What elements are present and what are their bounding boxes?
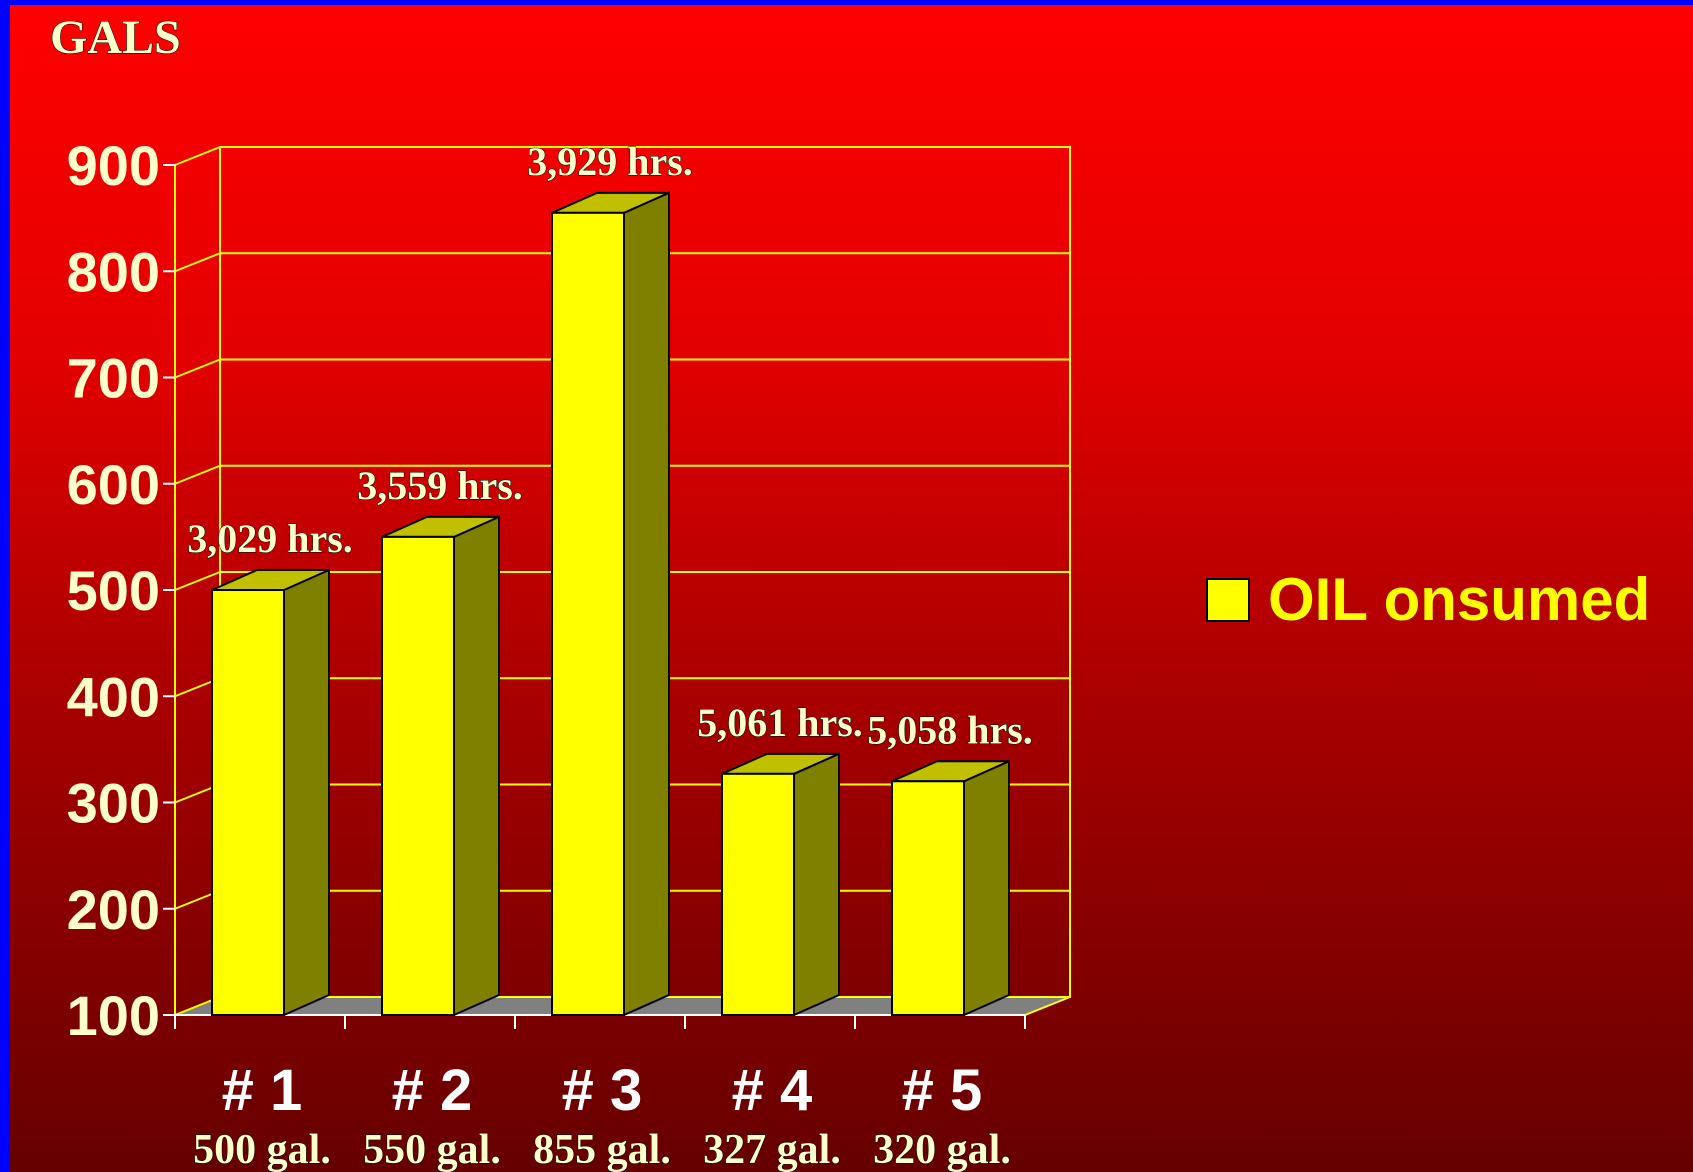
bar-4 [721,752,840,1017]
y-tick-label: 200 [67,878,160,941]
x-sub-label: 500 gal. [193,1127,331,1172]
bar-annotation: 3,029 hrs. [187,516,353,561]
legend-swatch [1206,578,1250,622]
gridline-side [174,464,221,485]
y-tick-label: 500 [67,559,160,622]
bar-front [721,772,795,1016]
bar-side [623,191,670,1017]
legend: OIL onsumed [1206,566,1650,633]
bar-side [963,759,1010,1017]
gridline-side [174,358,221,379]
bar-5 [891,759,1010,1017]
x-sub-label: 855 gal. [533,1127,671,1172]
y-tick-label: 700 [67,347,160,410]
bar-side [283,568,330,1017]
y-axis-label: GALS [50,11,181,64]
x-sub-label: 550 gal. [363,1127,501,1172]
bar-3 [551,191,670,1017]
gridline-side [174,146,221,166]
chart-background: 900 800 700 600 500 400 300 200 100 3,029 hrs. # 1… [10,5,1693,1172]
y-tick-label: 400 [67,665,160,728]
legend-label: OIL onsumed [1268,566,1650,633]
gridline-side [174,571,221,591]
bar-2 [381,515,500,1017]
gridline-side [174,252,221,273]
y-tick-label: 300 [67,772,160,835]
bar-1 [211,568,330,1017]
x-sub-label: 320 gal. [873,1127,1011,1172]
bar-chart: 900 800 700 600 500 400 300 200 100 3,029 hrs. # 1… [50,11,1651,1172]
bar-front [381,535,455,1016]
x-sub-label: 327 gal. [703,1127,841,1172]
bar-annotation: 5,061 hrs. [697,700,863,745]
bar-front [551,211,625,1016]
x-tick-label: # 3 [562,1058,643,1123]
bar-annotation: 5,058 hrs. [867,707,1033,752]
x-tick-label: # 5 [902,1058,983,1123]
bar-front [891,780,965,1016]
bar-side [453,515,500,1017]
bar-annotation: 3,559 hrs. [357,463,523,508]
y-tick-label: 600 [67,453,160,516]
y-tick-label: 100 [67,984,160,1047]
x-tick-label: # 4 [732,1058,813,1123]
bar-annotation: 3,929 hrs. [527,139,693,184]
y-tick-label: 800 [67,240,160,303]
x-tick-label: # 1 [222,1058,303,1123]
y-tick-label: 900 [67,134,160,197]
bar-side [793,752,840,1017]
bar-front [211,589,285,1016]
x-tick-label: # 2 [392,1058,473,1123]
